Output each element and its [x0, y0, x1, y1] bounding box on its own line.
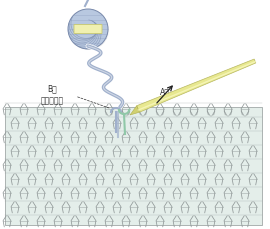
Polygon shape [137, 60, 256, 113]
Text: B糸
（足す糸）: B糸 （足す糸） [40, 84, 63, 105]
Circle shape [69, 11, 109, 51]
Text: A糸: A糸 [160, 87, 170, 96]
Bar [5, 108, 262, 225]
Polygon shape [130, 106, 139, 115]
FancyBboxPatch shape [74, 25, 102, 34]
Circle shape [68, 10, 108, 50]
